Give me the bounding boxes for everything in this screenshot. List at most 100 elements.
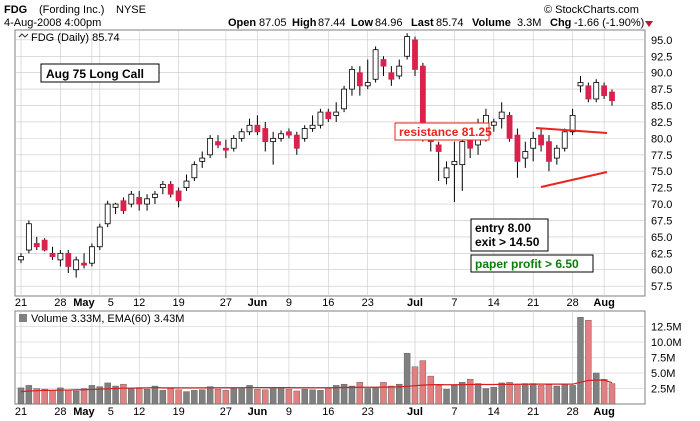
x-tick-label: 23 xyxy=(362,297,374,309)
candle-body xyxy=(104,203,111,225)
legend-icon xyxy=(18,33,29,38)
volume-bar xyxy=(608,383,616,405)
volume-bar xyxy=(206,386,214,405)
candle-body xyxy=(175,190,182,202)
candle-body xyxy=(81,262,87,266)
candle-body xyxy=(41,239,48,251)
volume-bar xyxy=(340,383,348,405)
volume-bar xyxy=(427,375,434,405)
volume-bar xyxy=(569,385,576,405)
candle xyxy=(293,131,300,155)
x-tick-label: 12 xyxy=(133,406,145,418)
candle-body xyxy=(396,65,403,77)
high-value: 87.44 xyxy=(318,17,346,29)
volume-bar xyxy=(380,382,387,405)
x-tick-label: 28 xyxy=(566,406,578,418)
volume-bar xyxy=(191,390,198,405)
candle xyxy=(191,161,198,182)
candle-body xyxy=(341,88,347,110)
candle xyxy=(215,135,221,149)
x-tick-label: May xyxy=(73,406,95,418)
volume-bar xyxy=(435,385,442,405)
volume-bar xyxy=(72,390,80,405)
candle xyxy=(372,46,379,83)
x-tick-label: 28 xyxy=(54,297,66,309)
volume-bar xyxy=(238,387,245,405)
candle xyxy=(152,190,158,205)
candle xyxy=(144,194,150,211)
candle-body xyxy=(183,180,190,189)
volume-bar xyxy=(537,385,545,405)
x-tick-label: May xyxy=(73,297,95,309)
x-tick-label: 19 xyxy=(172,297,184,309)
volume-bar xyxy=(593,372,600,405)
candle xyxy=(333,102,340,122)
candle xyxy=(96,223,103,251)
volume-axis: 2.5M 5.0M 7.5M 10.0M 12.5M xyxy=(651,322,682,396)
candle xyxy=(553,144,560,165)
candle-body xyxy=(404,36,411,57)
x-tick-label: 7 xyxy=(451,297,457,309)
price-tick-label: 95.0 xyxy=(651,35,672,47)
candle xyxy=(325,108,332,122)
last-label: Last xyxy=(411,17,434,29)
volume-legend-text: Volume 3.33M, EMA(60) 3.43M xyxy=(31,313,184,325)
candle xyxy=(278,130,284,142)
volume-bar xyxy=(143,388,151,405)
candle-body xyxy=(577,82,584,87)
title-box-text: Aug 75 Long Call xyxy=(46,67,144,81)
candle xyxy=(167,181,174,198)
volume-bar xyxy=(356,382,364,405)
x-tick-label: 21 xyxy=(527,406,539,418)
candle xyxy=(349,66,355,96)
volume-bar xyxy=(403,352,411,405)
candle xyxy=(388,66,395,86)
candle-body xyxy=(419,65,426,133)
candle-body xyxy=(380,59,387,67)
price-tick-label: 60.0 xyxy=(651,265,672,277)
volume-bar xyxy=(285,388,293,405)
candle-body xyxy=(451,160,458,166)
candle-body xyxy=(152,193,158,198)
price-tick-label: 77.5 xyxy=(651,150,672,162)
candle-body xyxy=(412,39,418,70)
x-tick-label: Jun xyxy=(248,297,268,309)
price-tick-label: 92.5 xyxy=(651,51,672,63)
x-axis-bottom: 21 28 May 5 12 19 27 Jun 9 16 23 Jul 7 14 21 28 Aug xyxy=(15,406,615,418)
candle-body xyxy=(112,203,119,208)
volume-bar xyxy=(333,385,340,405)
profit-text: paper profit > 6.50 xyxy=(475,257,579,271)
candle-body xyxy=(159,183,166,189)
x-tick-label: 14 xyxy=(488,297,500,309)
candle-body xyxy=(73,259,80,271)
volume-bar xyxy=(325,388,332,405)
source-credit: © StockCharts.com xyxy=(544,4,639,16)
trade-box: entry 8.00 exit > 14.50 xyxy=(470,218,549,252)
candle xyxy=(230,135,237,152)
candle-body xyxy=(538,134,544,146)
candle-body xyxy=(546,141,552,162)
volume-bar xyxy=(135,388,143,405)
candle xyxy=(412,36,418,76)
candle-body xyxy=(435,144,442,152)
candle xyxy=(451,141,458,203)
trade-box-frame xyxy=(470,218,549,252)
title-box-frame xyxy=(40,63,160,83)
volume-tick-label: 7.5M xyxy=(651,353,675,365)
volume-bar xyxy=(112,385,119,405)
candle-body xyxy=(349,69,355,90)
candle xyxy=(73,256,80,278)
volume-tick-label: 2.5M xyxy=(651,384,675,396)
candle xyxy=(120,197,127,214)
volume-bar xyxy=(33,388,40,405)
volume-tick-label: 5.0M xyxy=(651,368,675,380)
volume-value: 3.3M xyxy=(517,17,541,29)
candle xyxy=(522,141,529,168)
candle xyxy=(175,187,182,208)
candle xyxy=(41,238,48,252)
candle-body xyxy=(601,85,608,97)
price-legend: FDG (Daily) 85.74 xyxy=(18,32,120,44)
candle xyxy=(609,89,615,106)
volume-tick-label: 12.5M xyxy=(651,322,682,334)
volume-bar xyxy=(120,383,127,405)
